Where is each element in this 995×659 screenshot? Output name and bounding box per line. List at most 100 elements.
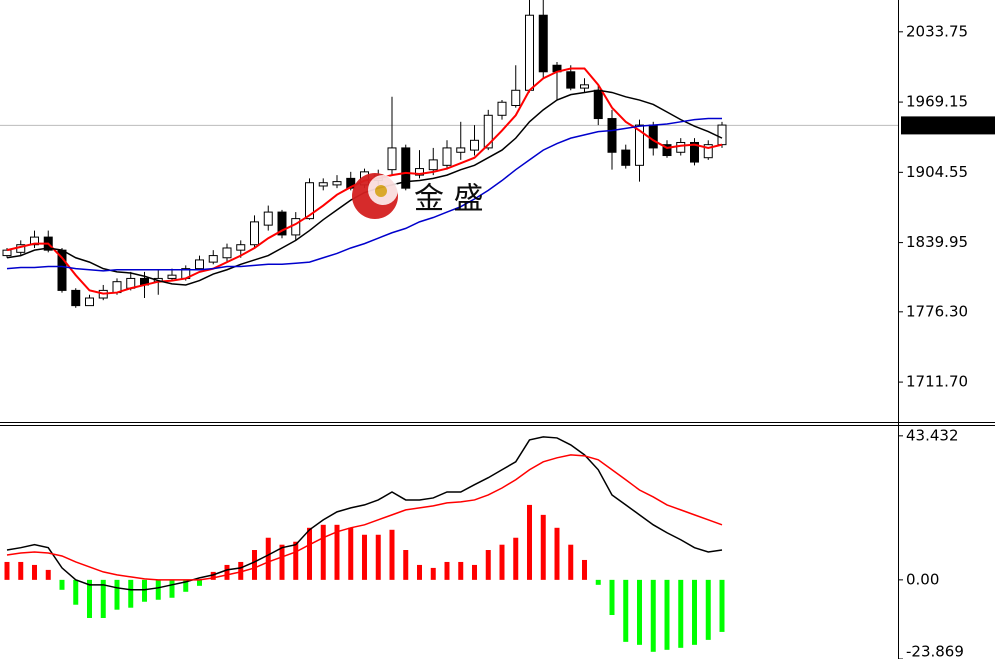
candle-body [662,144,672,157]
histogram-bar [705,579,711,640]
histogram-bar [224,564,230,580]
histogram-bar [293,541,299,580]
histogram-bar [485,550,491,580]
candle-body [538,14,548,73]
histogram-bar [114,579,120,610]
histogram-bar [513,537,519,580]
y-tick-label: 1969.15 [906,93,968,111]
histogram-bar [32,564,37,580]
histogram-bar [595,579,601,585]
histogram-bar [499,544,505,580]
candle-body [703,144,713,159]
indicator-line [6,436,723,591]
watermark-text: 金 盛 [414,182,484,217]
candle-body [401,147,411,189]
candle-body [415,168,424,176]
histogram-bar [238,561,244,580]
y-tick-label: 2033.75 [906,22,968,40]
histogram-bar [444,561,450,580]
histogram-bar [128,579,134,608]
histogram-bar [183,579,189,592]
histogram-bar [458,561,464,580]
candle-body [222,247,232,259]
candle-body [263,211,273,226]
indicator-line [6,454,723,581]
histogram-bar [87,579,92,618]
candle-body [318,182,328,187]
histogram-bar [678,579,684,648]
indicator-line [6,117,722,272]
histogram-bar [568,544,574,580]
histogram-bar [362,534,367,580]
histogram-bar [609,579,615,616]
candle-body [442,147,452,166]
histogram-bar [73,579,79,605]
candle-body [167,274,177,279]
histogram-bar [664,579,670,650]
histogram-bar [719,579,725,632]
histogram-bar [692,579,697,645]
histogram-bar [650,579,656,652]
histogram-bar [554,527,560,580]
candle-body [497,101,507,116]
candle-body [456,147,466,153]
candle-body [2,249,12,257]
candle-body [470,139,479,151]
candle-body [71,289,81,307]
histogram-bar [279,544,285,580]
histogram-bar [623,579,629,642]
candle-body [85,297,94,307]
watermark: 金 盛 [352,173,484,219]
histogram-bar [307,527,312,580]
histogram-bar [375,534,381,580]
candle-body [387,147,397,171]
histogram-bar [540,514,546,580]
histogram-bar [169,579,175,598]
y-tick-label: 1711.70 [906,373,968,391]
candle-body [607,118,617,153]
histogram-bar [472,564,477,580]
histogram-bar [100,579,106,618]
histogram-bar [527,504,532,580]
histogram-bar [252,550,257,580]
candle-body [250,221,259,246]
y-tick-label: 43.432 [906,426,959,444]
histogram-bar [348,527,354,580]
y-tick-label: -23.869 [906,643,964,659]
candle-body [195,259,204,270]
candle-body [30,236,39,246]
histogram-bar [18,561,24,580]
candle-body [648,124,658,149]
last-price-box [901,116,995,135]
histogram-bar [334,524,340,580]
histogram-bar [59,579,65,590]
candle-body [208,255,218,263]
histogram-bar [320,524,326,580]
candle-body [305,182,314,220]
histogram-bar [389,529,395,580]
histogram-bar [210,571,216,580]
histogram-bar [4,561,10,580]
y-tick-label: 1904.55 [906,163,968,181]
candle-body [580,84,589,89]
y-tick-label: 1839.95 [906,233,968,251]
candle-body [332,181,342,186]
histogram-bar [142,579,147,602]
candle-body [566,71,576,89]
last-price-label: 1947.70 [906,117,968,135]
candle-body [428,159,438,171]
histogram-bar [197,579,202,586]
candle-body [236,244,246,251]
histogram-bar [637,579,642,645]
y-tick-label: 0.00 [906,570,939,588]
candle-body [676,141,686,153]
histogram-bar [417,564,422,580]
candle-body [690,141,699,163]
y-tick-label: 1776.30 [906,302,968,320]
candle-body [593,89,603,120]
candle-body [717,124,727,146]
candle-body [525,14,534,91]
